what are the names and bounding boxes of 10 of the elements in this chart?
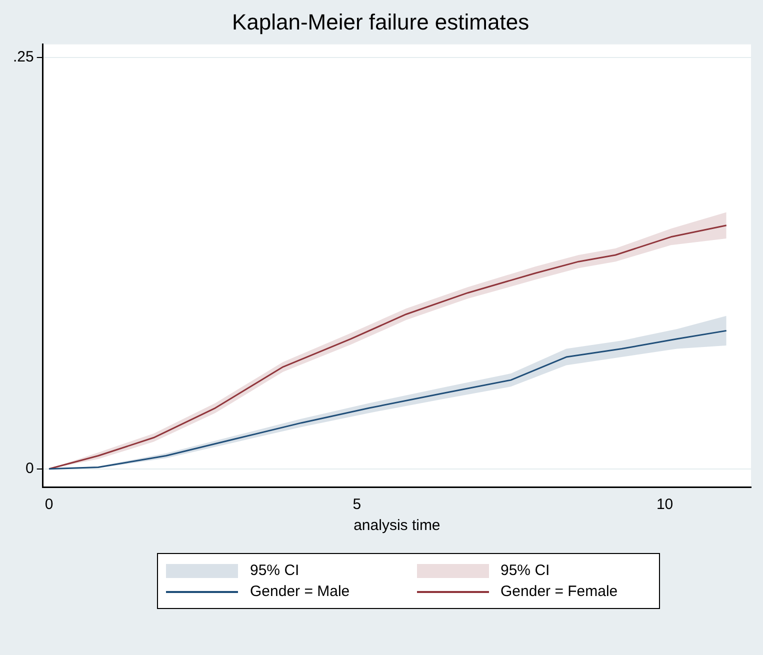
x-axis-title: analysis time — [354, 517, 440, 534]
text: 95% CI — [500, 562, 550, 579]
chart-title: Kaplan-Meier failure estimates — [232, 9, 530, 34]
y-tick-label: .25 — [12, 48, 34, 66]
legend-label: Gender = Female — [500, 583, 618, 600]
x-tick-label: 10 — [656, 496, 674, 514]
x-tick-label: 0 — [44, 496, 54, 514]
x-tick-label: 5 — [352, 496, 362, 514]
legend-label: Gender = Male — [250, 583, 350, 600]
text: 95% CI — [250, 562, 300, 579]
